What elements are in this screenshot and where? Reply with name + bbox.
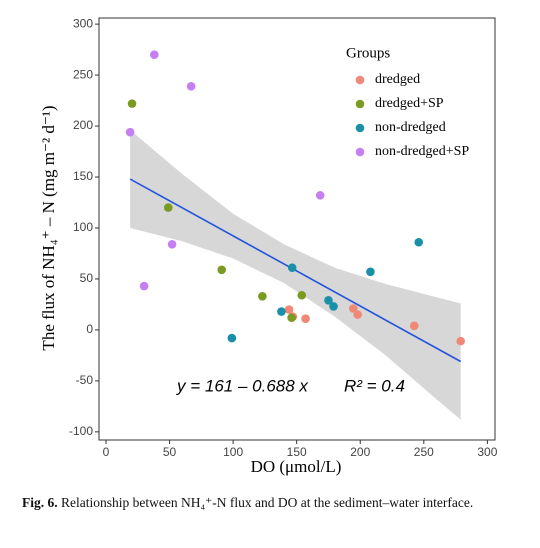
x-tick-label: 250: [414, 445, 434, 459]
y-tick-label: -50: [76, 373, 94, 387]
point: [366, 267, 375, 277]
x-axis-label: DO (μmol/L): [251, 457, 342, 476]
point: [353, 310, 363, 319]
point: [217, 265, 226, 275]
legend-label: non-dredged: [375, 120, 446, 135]
point: [125, 127, 135, 137]
y-tick-label: 200: [73, 118, 93, 132]
point: [227, 333, 237, 343]
x-tick-label: 150: [287, 445, 307, 459]
caption: Fig. 6. Relationship between NH₄⁺-N flux…: [22, 493, 520, 512]
point: [127, 99, 137, 108]
legend-label: non-dredged+SP: [375, 144, 469, 159]
r-squared: R² = 0.4: [344, 376, 405, 395]
point: [315, 191, 325, 200]
point: [139, 281, 149, 291]
point: [277, 307, 286, 316]
y-tick-label: -100: [69, 424, 93, 438]
point: [258, 291, 267, 301]
legend-swatch: [355, 99, 365, 109]
caption-text: Relationship between NH₄⁺-N flux and DO …: [61, 495, 474, 510]
x-tick-label: 0: [103, 445, 110, 459]
y-tick-label: 300: [73, 16, 93, 30]
point: [297, 290, 307, 300]
point: [409, 321, 419, 331]
point: [150, 50, 159, 59]
point: [329, 302, 338, 311]
equation: y = 161 – 0.688 x: [176, 376, 308, 395]
y-tick-label: 50: [80, 271, 94, 285]
point: [287, 263, 297, 273]
y-tick-label: 0: [86, 322, 93, 336]
y-tick-label: 100: [73, 220, 93, 234]
legend-swatch: [355, 147, 365, 157]
point: [167, 239, 177, 249]
point: [348, 304, 358, 313]
legend-swatch: [355, 123, 365, 133]
point: [456, 336, 465, 346]
legend-label: dredged+SP: [375, 96, 444, 111]
point: [186, 81, 196, 91]
x-tick-label: 200: [350, 445, 370, 459]
point: [287, 313, 296, 322]
point: [414, 237, 424, 247]
legend-title: Groups: [346, 45, 390, 61]
y-tick-label: 150: [73, 169, 93, 183]
y-tick-label: 250: [73, 67, 93, 81]
x-tick-label: 100: [223, 445, 243, 459]
legend-label: dredged: [375, 72, 420, 87]
point: [301, 314, 310, 324]
y-axis-label: The flux of NH₄⁺ – N (mg m⁻² d⁻¹): [39, 105, 58, 350]
legend-swatch: [355, 75, 365, 85]
caption-label: Fig. 6.: [22, 495, 58, 510]
point: [284, 305, 294, 314]
x-tick-label: 50: [163, 445, 177, 459]
point: [324, 296, 333, 305]
x-tick-label: 300: [477, 445, 497, 459]
point: [163, 203, 173, 212]
confidence-band: [130, 130, 461, 420]
